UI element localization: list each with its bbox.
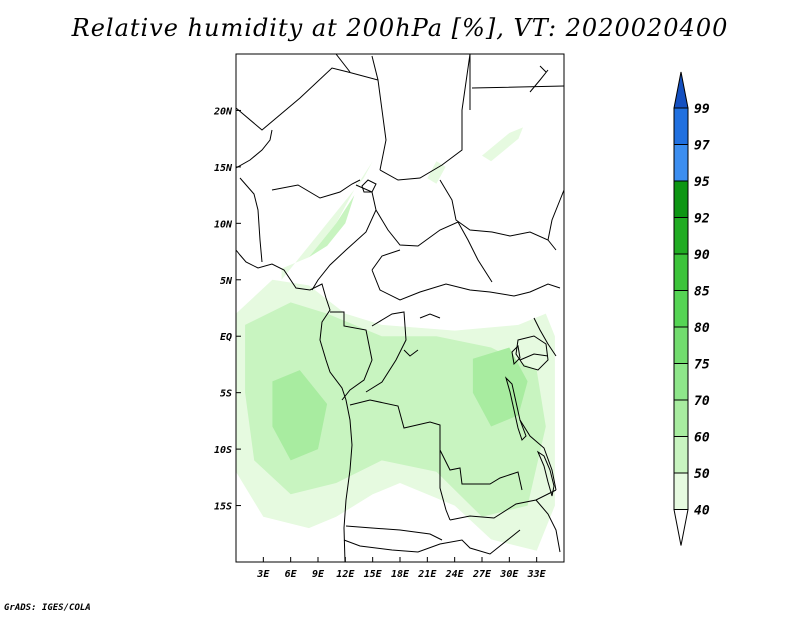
colorbar-segment [673,399,689,437]
colorbar-segment [673,363,689,401]
humidity-region [482,127,523,162]
country-borders [236,54,564,562]
colorbar-segment [673,180,689,218]
sudan-east-border [529,65,549,93]
colorbar-segment [673,217,689,255]
lat-tick-label: 5N [220,276,233,287]
humidity-shading [236,127,555,551]
lon-tick-label: 3E [256,569,270,580]
border-angola-namibia [345,525,443,541]
border-westafrica-inner [236,129,273,263]
border-chad-car [375,209,493,283]
border-mozambique [535,499,561,553]
humidity-region [472,347,528,427]
colorbar-label: 50 [694,467,710,482]
latitude-axis: 20N 15N 10N 5N EQ 5S 10S 15S [213,106,241,513]
colorbar-label: 60 [694,431,710,446]
colorbar-label: 70 [694,394,710,409]
border-libya-chad [335,54,379,81]
border-zambia-east [449,489,557,521]
lon-tick-label: 9E [312,569,325,580]
border-uganda-kenya [519,317,557,361]
lat-tick-label: 15N [214,163,233,174]
humidity-region [427,161,446,184]
colorbar-label: 85 [694,285,710,300]
lake-albert [511,344,521,366]
lat-tick-label: EQ [220,332,232,343]
colorbar-segment [673,253,689,291]
lon-tick-label: 6E [285,569,298,580]
lake-victoria [515,335,549,371]
colorbar-label: 80 [694,321,710,336]
humidity-region [281,161,373,280]
coastline-west-africa [236,249,353,562]
colorbar-segment [673,290,689,328]
colorbar-label: 90 [694,248,710,263]
lat-tick-label: 10N [214,219,233,230]
colorbar-label: 97 [694,139,710,154]
border-chad [379,54,471,181]
border-drc-angola [349,399,523,491]
colorbar-segment [673,107,689,145]
colorbar-segment [673,326,689,364]
longitude-axis: 3E 6E 9E 12E 15E 18E 21E 24E 27E 30E 33E [256,557,547,580]
colorbar-label: 99 [694,102,710,117]
lon-tick-label: 33E [527,569,547,580]
chart-title: Relative humidity at 200hPa [%], VT: 202… [71,14,729,42]
humidity-region [245,302,546,517]
lon-tick-label: 27E [472,569,492,580]
lat-tick-label: 5S [220,389,232,400]
border-car-drc [371,249,561,301]
border-sudan-east [547,189,564,241]
humidity-region [272,370,328,461]
lon-tick-label: 21E [417,569,437,580]
colorbar-label: 40 [694,504,710,519]
colorbar-segment [673,144,689,182]
border-angola-zambia [439,450,451,521]
lake-chad [361,179,377,193]
lon-tick-label: 30E [499,569,519,580]
border-niger-nigeria [271,179,361,199]
lon-tick-label: 12E [336,569,355,580]
congo-river-segment [403,313,441,357]
lat-tick-label: 10S [214,445,232,456]
lat-tick-label: 15S [214,502,232,513]
border-sudan-southsudan [439,179,557,251]
border-nigeria-cameroon [311,184,377,291]
colorbar-segment [673,436,689,474]
lon-tick-label: 18E [391,569,410,580]
colorbar-top-arrow [673,71,689,109]
grads-credit: GrADS: IGES/COLA [4,603,91,613]
colorbar-label: 95 [694,175,710,190]
colorbar-bottom-arrow [673,509,689,546]
lon-tick-label: 24E [445,569,465,580]
lon-tick-label: 15E [364,569,383,580]
colorbar-label: 75 [694,358,710,373]
border-sudan-egypt [469,54,564,110]
border-drc-congo [365,311,407,393]
colorbar-label: 92 [694,212,710,227]
border-congo-gabon [330,311,373,401]
lat-tick-label: 20N [213,106,233,117]
colorbar: 40 50 60 70 75 80 85 90 92 95 97 99 [673,71,710,546]
border-tanzania [519,419,557,491]
border-algeria-niger [236,67,387,171]
lake-malawi [536,450,555,497]
lake-tanganyika [504,376,527,441]
border-southafrica [343,529,521,555]
colorbar-segment [673,472,689,510]
